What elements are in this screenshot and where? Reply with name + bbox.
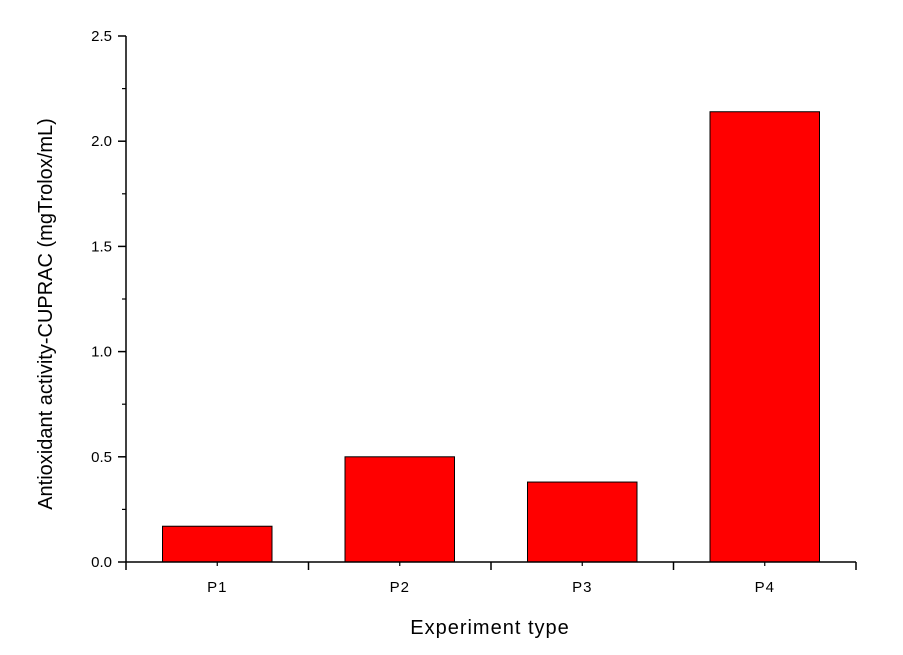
y-tick-label: 1.5 — [91, 238, 112, 255]
y-tick-label: 2.0 — [91, 133, 112, 150]
bar-p2 — [344, 456, 455, 563]
y-axis-title: Antioxidant activity-CUPRAC (mgTrolox/mL… — [35, 118, 57, 510]
bar-p3 — [527, 481, 638, 563]
x-tick-label: P4 — [755, 579, 775, 596]
x-ticks-layer: P1 P2 P3 P4 — [125, 562, 857, 596]
x-tick-label: P2 — [390, 579, 410, 596]
x-tick-label: P3 — [572, 579, 592, 596]
y-tick-label: 0.5 — [91, 449, 112, 466]
y-ticks-layer: 0.0 0.5 1.0 1.5 2.0 2.5 — [91, 28, 126, 571]
x-tick-label: P1 — [207, 579, 227, 596]
bar-p1 — [162, 525, 273, 563]
x-axis-title: Experiment type — [410, 617, 570, 639]
bars-layer — [162, 111, 820, 563]
y-tick-label: 1.0 — [91, 344, 112, 361]
y-tick-label: 2.5 — [91, 28, 112, 45]
y-tick-label: 0.0 — [91, 554, 112, 571]
bar-p4 — [709, 111, 820, 563]
